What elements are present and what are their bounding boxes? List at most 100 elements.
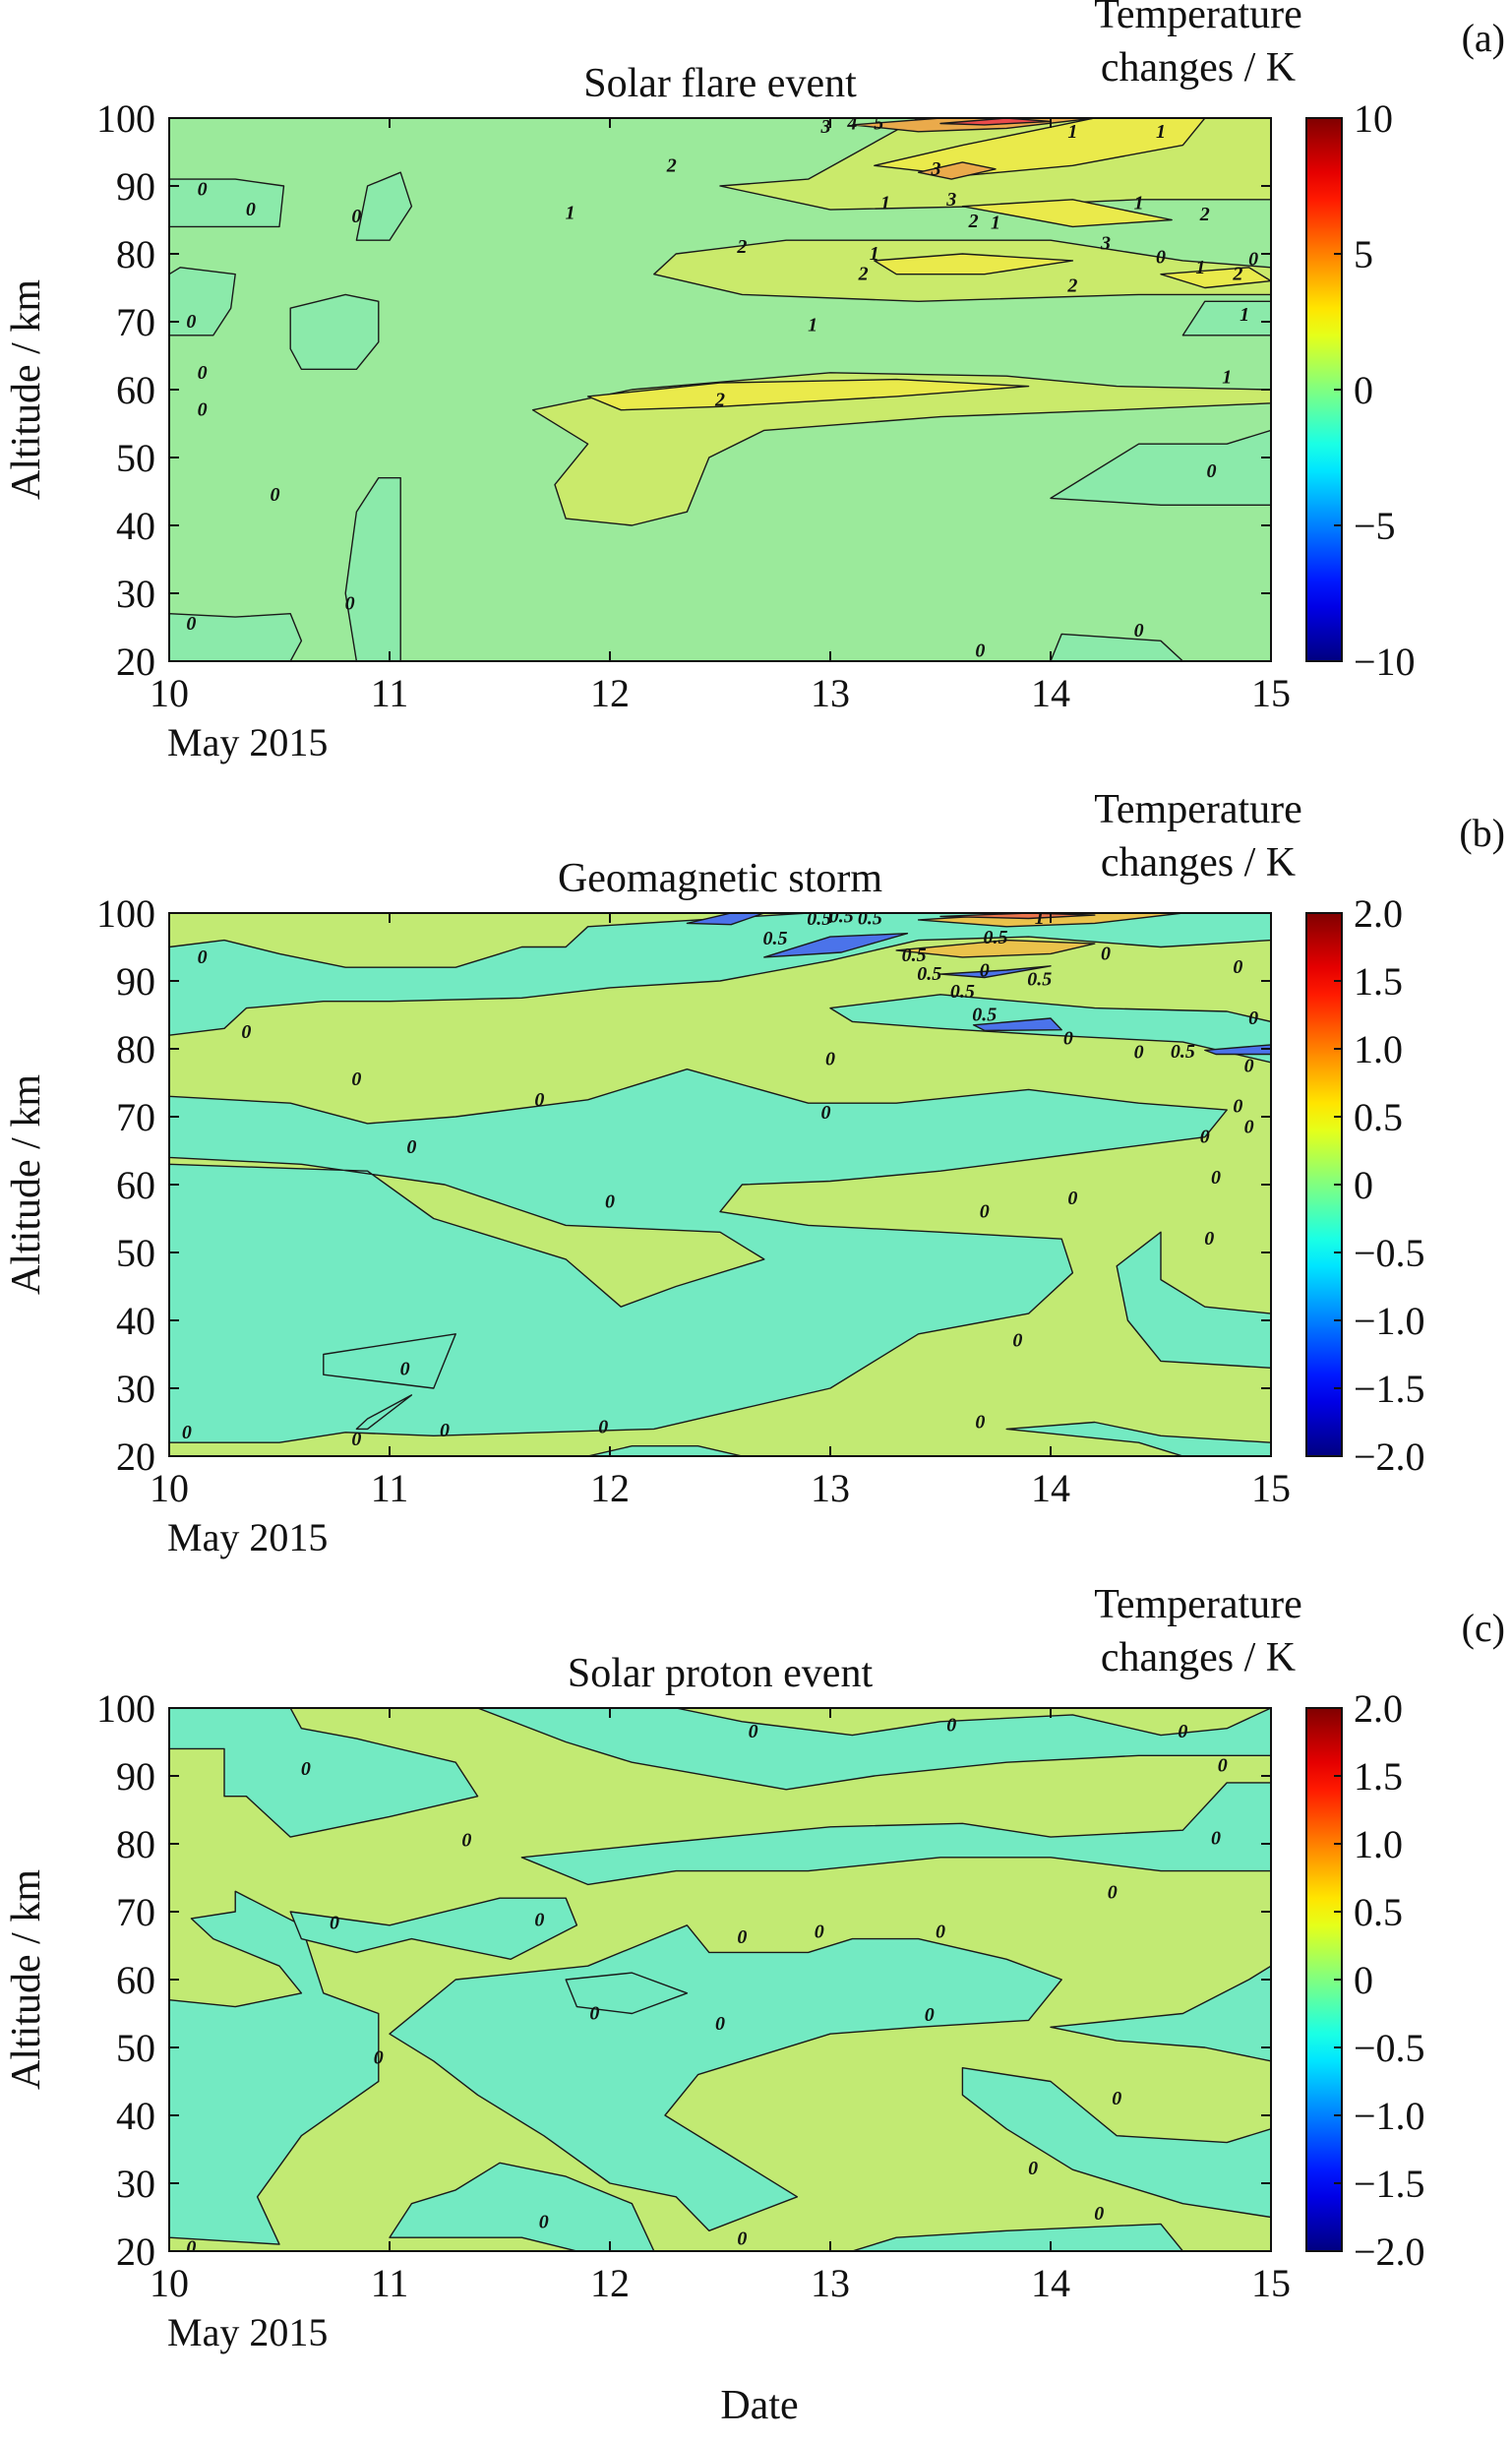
contour-label-22: 0 <box>598 1416 608 1437</box>
contour-region-3-0 <box>763 933 909 958</box>
x-tick-label: 11 <box>371 2261 409 2305</box>
contour-label-22: 0 <box>946 1714 956 1736</box>
contour-label-24: 1 <box>808 314 817 336</box>
y-tick-label: 70 <box>116 1890 155 1934</box>
contour-label-15: 0 <box>1028 2158 1038 2179</box>
contour-label-5: 1 <box>1067 121 1077 143</box>
contour-label-24: 0 <box>825 1048 835 1069</box>
contour-label-14: 0 <box>749 1721 758 1742</box>
colorbar-tick-label: 1.5 <box>1354 959 1403 1004</box>
colorbar-tick-label: 1.0 <box>1354 1822 1403 1866</box>
contour-label-9: 0 <box>737 1926 747 1948</box>
contour-label-4: 0 <box>374 2046 384 2068</box>
contour-label-37: 0 <box>975 641 985 662</box>
colorbar-tick-label: 0.5 <box>1354 1095 1403 1139</box>
contour-label-33: 0 <box>198 399 208 421</box>
y-tick-label: 100 <box>96 1686 155 1731</box>
contour-region-0-2 <box>520 1782 1271 1886</box>
contour-label-3: 1 <box>1035 907 1045 929</box>
contour-region-0-4 <box>355 171 413 241</box>
contour-label-10: 0 <box>815 1922 824 1943</box>
colorbar-tick-label: −2.0 <box>1354 2229 1425 2274</box>
contour-label-17: 0 <box>1112 2088 1121 2109</box>
contour-fills <box>169 913 1271 1456</box>
contour-labels: 0 0 0 0 0 0 0 0 0 0 0 0 0 0 0 0 0 0 0 0 0 0 0 <box>186 1714 1228 2259</box>
y-tick-label: 90 <box>116 164 155 209</box>
contour-label-7: 0 <box>589 2003 599 2025</box>
contour-label-20: 1 <box>1195 257 1205 278</box>
y-tick-label: 60 <box>116 1163 155 1207</box>
contour-label-2: 3 <box>820 116 831 138</box>
colorbar-title-line2: changes / K <box>1101 45 1296 91</box>
contour-region-0-10 <box>1050 1965 1271 2062</box>
y-tick-label: 80 <box>116 1822 155 1866</box>
contour-label-20: 0 <box>534 1089 544 1111</box>
contour-label-5: 0 <box>186 2237 196 2259</box>
x-tick-label: 12 <box>590 671 630 715</box>
y-tick-label: 70 <box>116 1095 155 1139</box>
y-tick-label: 70 <box>116 300 155 344</box>
y-axis-label: Altitude / km <box>4 1869 49 2090</box>
panel-b: 0.50.5 0.5 10.50.50.50.50.50.50.50.5000000… <box>4 787 1505 1559</box>
y-tick-label: 20 <box>116 1435 155 1479</box>
y-tick-label: 40 <box>116 2094 155 2138</box>
x-tick-label: 13 <box>811 1466 850 1510</box>
contour-fills <box>169 1708 1271 2251</box>
x-tick-label: 11 <box>371 1466 409 1510</box>
contour-region-0-3 <box>1116 1231 1271 1370</box>
chart-title: Solar flare event <box>583 61 857 106</box>
contour-label-16: 2 <box>858 264 869 285</box>
contour-label-8: 1 <box>880 192 890 214</box>
x-tick-label: 13 <box>811 2261 850 2305</box>
x-tick-label: 10 <box>150 1466 189 1510</box>
contour-region-0-2 <box>289 293 380 370</box>
contour-region-2-2 <box>961 199 1173 228</box>
contour-label-11: 1 <box>991 212 1000 233</box>
contour-region-2-4 <box>1160 267 1271 289</box>
contour-region-1-0 <box>531 372 1271 526</box>
contour-label-29: 0 <box>246 199 256 220</box>
colorbar-tick-label: −0.5 <box>1354 1231 1425 1275</box>
contour-label-30: 0 <box>351 206 361 227</box>
x-tick-label: 14 <box>1031 1466 1070 1510</box>
contour-region-3-1 <box>686 913 765 926</box>
x-tick-label: 15 <box>1251 1466 1291 1510</box>
contour-region-0-9 <box>851 2223 1184 2251</box>
colorbar-tick-label: 10 <box>1354 96 1393 141</box>
contour-label-36: 0 <box>186 613 196 635</box>
colorbar-tick-label: 2.0 <box>1354 891 1403 936</box>
contour-region-2-3 <box>874 253 1074 275</box>
contour-label-3: 4 <box>846 113 857 135</box>
contour-region-0-6 <box>389 1924 1062 2232</box>
contour-label-9: 0.5 <box>1027 969 1052 991</box>
x-tick-label: 13 <box>811 671 850 715</box>
contour-label-21: 0 <box>1178 1721 1187 1742</box>
contour-label-17: 3 <box>1100 233 1111 255</box>
contour-region-0-8 <box>961 2066 1271 2219</box>
colorbar-tick-label: −1.5 <box>1354 1367 1425 1411</box>
x-tick-label: 11 <box>371 671 409 715</box>
colorbar-title-line1: Temperature <box>1094 0 1302 37</box>
contour-label-20: 0 <box>1218 1755 1228 1777</box>
contour-label-19: 0 <box>182 1422 192 1443</box>
contour-label-12: 0 <box>198 946 208 968</box>
contour-label-31: 0 <box>186 311 196 333</box>
contour-label-15: 1 <box>870 243 879 265</box>
contour-label-33: 0 <box>1244 1055 1254 1076</box>
y-tick-label: 20 <box>116 640 155 684</box>
contour-region-0-6 <box>1050 429 1271 506</box>
contour-label-0: 0 <box>301 1758 311 1780</box>
contour-label-12: 0 <box>925 2004 935 2026</box>
contour-region-0-7 <box>565 1972 689 2015</box>
contour-label-38: 0 <box>1204 1228 1214 1250</box>
contour-region-0-4 <box>323 1333 456 1389</box>
y-tick-label: 50 <box>116 436 155 480</box>
contour-label-0: 1 <box>566 203 575 224</box>
contour-label-25: 1 <box>1222 367 1232 389</box>
y-tick-label: 90 <box>116 1754 155 1799</box>
contour-label-6: 0.5 <box>917 963 941 985</box>
contour-label-5: 0.5 <box>902 945 927 966</box>
